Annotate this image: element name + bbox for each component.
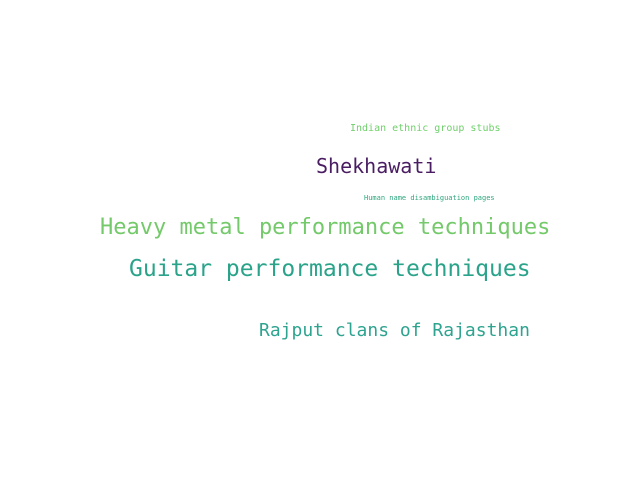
word-shekhawati: Shekhawati: [316, 154, 437, 178]
word-guitar-performance-techniques: Guitar performance techniques: [129, 256, 531, 282]
word-human-name-disambiguation-pages: Human name disambiguation pages: [364, 194, 495, 202]
word-heavy-metal-performance-techniques: Heavy metal performance techniques: [100, 215, 551, 240]
word-rajput-clans-of-rajasthan: Rajput clans of Rajasthan: [259, 320, 530, 341]
word-indian-ethnic-group-stubs: Indian ethnic group stubs: [350, 123, 501, 134]
